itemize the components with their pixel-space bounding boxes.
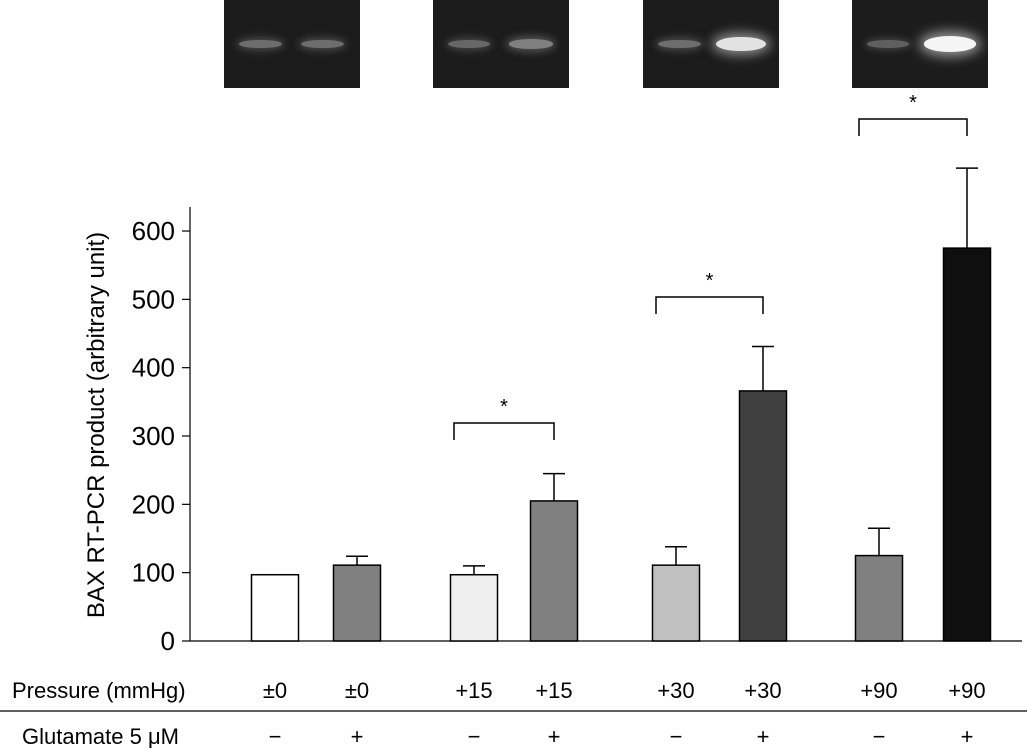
significance-star-2: * <box>909 92 917 114</box>
significance-brackets: * * * <box>453 92 968 440</box>
bar-1 <box>332 564 382 642</box>
gel-band-3-plus <box>924 36 976 52</box>
bar-5 <box>738 390 788 642</box>
gel-band-3-minus <box>866 40 910 48</box>
bar-3 <box>529 500 579 642</box>
significance-bracket-2 <box>858 118 968 136</box>
glutamate-value-5: + <box>757 724 770 749</box>
y-tick-label-4: 400 <box>132 353 175 383</box>
y-tick-label-1: 100 <box>132 558 175 588</box>
significance-bracket-1 <box>655 296 764 314</box>
glutamate-row-label: Glutamate 5 μM <box>22 724 179 749</box>
gel-panel-0 <box>224 0 360 88</box>
significance-bracket-0 <box>453 422 555 440</box>
gel-panel-1 <box>433 0 569 88</box>
glutamate-value-2: − <box>468 724 481 749</box>
pressure-value-4: +30 <box>657 678 694 703</box>
pressure-row-label: Pressure (mmHg) <box>12 678 186 703</box>
bars <box>250 167 992 642</box>
glutamate-value-4: − <box>670 724 683 749</box>
gel-panel-2 <box>643 0 779 88</box>
gel-band-0-minus <box>238 39 282 49</box>
y-tick-label-3: 300 <box>132 421 175 451</box>
condition-rows: Pressure (mmHg) Glutamate 5 μM ±0 − ±0 + +15 − +… <box>0 678 1027 749</box>
y-axis-label: BAX RT-PCR product (arbitrary unit) <box>83 232 110 618</box>
y-tick-label-2: 200 <box>132 489 175 519</box>
gel-band-2-minus <box>657 39 701 49</box>
y-tick-label-0: 0 <box>161 626 175 656</box>
significance-star-1: * <box>706 270 714 292</box>
glutamate-value-1: + <box>351 724 364 749</box>
gel-band-0-plus <box>300 39 344 49</box>
glutamate-value-3: + <box>548 724 561 749</box>
gel-band-1-plus <box>508 39 554 49</box>
pressure-value-6: +90 <box>860 678 897 703</box>
gel-band-1-minus <box>447 39 491 49</box>
glutamate-value-7: + <box>961 724 974 749</box>
bar-7 <box>942 247 992 642</box>
gel-panel-3 <box>852 0 988 88</box>
pressure-value-1: ±0 <box>345 678 369 703</box>
significance-star-0: * <box>500 396 508 418</box>
bar-6 <box>854 554 904 642</box>
pressure-value-0: ±0 <box>263 678 287 703</box>
glutamate-value-6: − <box>873 724 886 749</box>
y-tick-label-5: 500 <box>132 284 175 314</box>
bar-2 <box>449 573 499 642</box>
y-tick-label-6: 600 <box>132 216 175 246</box>
glutamate-value-0: − <box>269 724 282 749</box>
bar-0 <box>250 573 300 642</box>
pressure-value-7: +90 <box>948 678 985 703</box>
pressure-value-2: +15 <box>455 678 492 703</box>
bar-4 <box>651 564 701 642</box>
pressure-value-5: +30 <box>744 678 781 703</box>
pressure-value-3: +15 <box>535 678 572 703</box>
gel-band-2-plus <box>715 36 767 52</box>
y-axis: 0 100 200 300 400 500 600 <box>132 207 1022 656</box>
